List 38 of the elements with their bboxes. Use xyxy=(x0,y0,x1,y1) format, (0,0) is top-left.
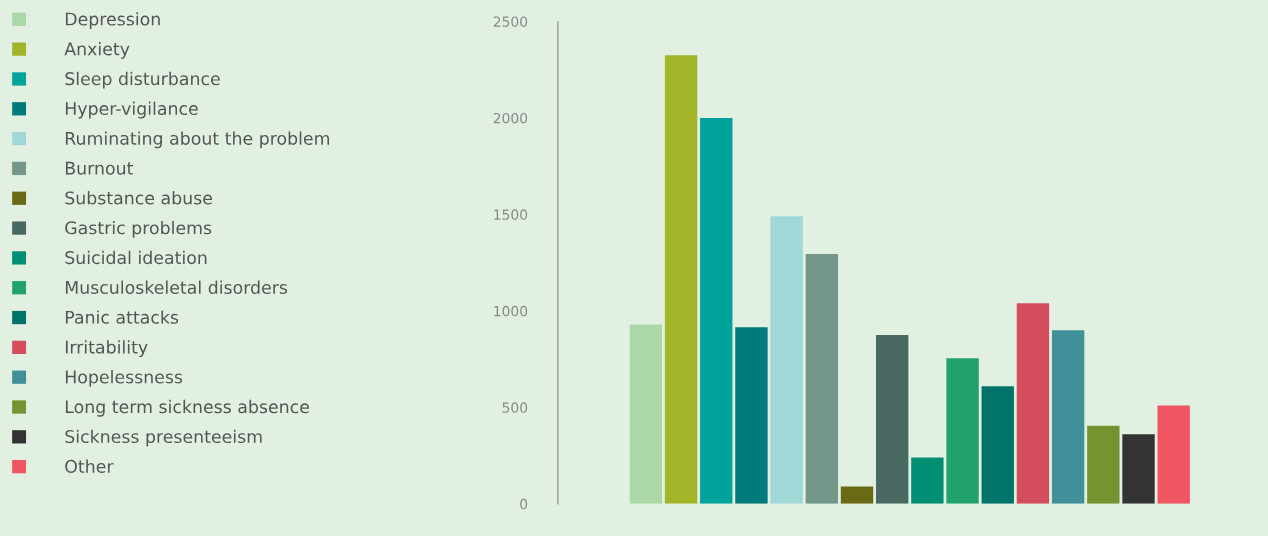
legend-label: Depression xyxy=(65,12,160,29)
y-tick-label: 2000 xyxy=(493,112,528,124)
bar xyxy=(1122,434,1155,504)
legend-label: Irritability xyxy=(65,340,148,358)
bar xyxy=(1016,303,1050,504)
bar xyxy=(840,486,874,504)
legend-label: Anxiety xyxy=(64,41,130,59)
legend-label: Panic attacks xyxy=(65,310,179,324)
bar xyxy=(1087,425,1120,504)
y-tick-label: 1000 xyxy=(494,305,528,317)
legend-label: Other xyxy=(65,459,114,473)
bar xyxy=(805,253,839,504)
legend-label: Sickness presenteeism xyxy=(65,429,262,447)
y-tick-label: 2500 xyxy=(493,16,528,27)
legend-label: Hyper-vigilance xyxy=(65,101,198,119)
legend-label: Ruminating about the problem xyxy=(65,131,330,149)
bar xyxy=(911,457,944,504)
bar xyxy=(876,335,909,504)
legend-label: Musculoskeletal disorders xyxy=(65,280,288,294)
bar xyxy=(664,55,698,504)
legend-label: Suicidal ideation xyxy=(65,250,207,265)
legend-label: Gastric problems xyxy=(65,220,212,238)
legend-label: Hopelessness xyxy=(65,370,183,387)
bar xyxy=(1051,330,1085,504)
legend-label: Sleep disturbance xyxy=(65,71,220,89)
legend-label: Burnout xyxy=(65,161,133,175)
legend-label: Long term sickness absence xyxy=(65,399,309,417)
y-tick-label: 500 xyxy=(502,402,528,413)
y-tick-label: 0 xyxy=(520,498,528,510)
y-tick-label: 1500 xyxy=(494,209,528,220)
bar xyxy=(1157,405,1190,504)
bar xyxy=(946,358,979,504)
bar xyxy=(981,386,1014,504)
bar xyxy=(700,117,733,504)
bar xyxy=(735,327,768,504)
bar xyxy=(629,324,663,504)
bar xyxy=(770,216,803,504)
legend-label: Substance abuse xyxy=(65,191,212,205)
